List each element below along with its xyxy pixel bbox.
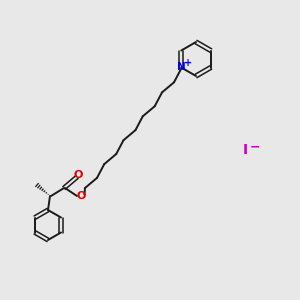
Text: I: I bbox=[243, 143, 248, 157]
Text: O: O bbox=[76, 191, 86, 201]
Text: −: − bbox=[250, 140, 260, 154]
Text: O: O bbox=[73, 170, 83, 180]
Text: +: + bbox=[184, 58, 192, 68]
Text: N: N bbox=[177, 62, 186, 73]
